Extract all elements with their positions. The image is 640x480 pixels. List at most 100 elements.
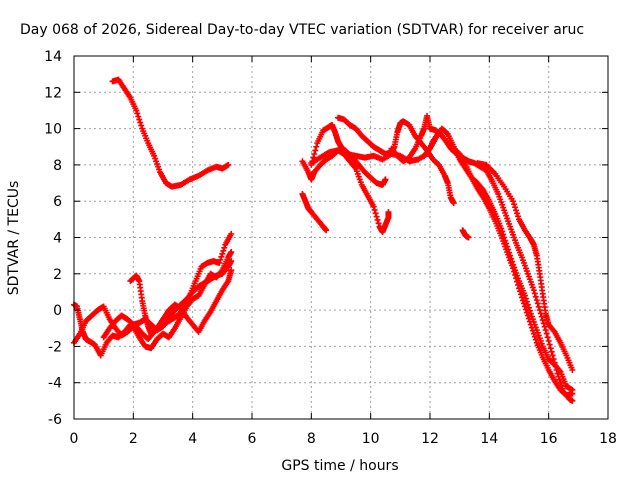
data-point (138, 122, 145, 129)
data-point (532, 293, 539, 300)
y-tick-label: -4 (48, 376, 62, 392)
series-track-2 (71, 230, 235, 359)
data-point (135, 113, 142, 120)
series-track-1 (109, 76, 232, 190)
x-tick-label: 4 (188, 431, 197, 447)
series-track-5 (100, 258, 235, 341)
data-point (498, 225, 505, 232)
data-point (505, 246, 512, 253)
data-point (569, 397, 576, 404)
chart-title: Day 068 of 2026, Sidereal Day-to-day VTE… (20, 22, 584, 38)
x-tick-label: 16 (540, 431, 558, 447)
data-point (372, 210, 379, 217)
y-tick-label: 12 (44, 85, 62, 101)
data-point (547, 345, 554, 352)
series-track-12 (421, 125, 576, 393)
data-point (525, 304, 532, 311)
data-point (539, 317, 546, 324)
data-point (313, 143, 320, 150)
series-track-9 (335, 114, 457, 207)
data-point (526, 307, 533, 314)
data-point (137, 119, 144, 126)
data-point (541, 323, 548, 330)
y-tick-label: 8 (53, 158, 62, 174)
y-tick-label: -6 (48, 412, 62, 428)
data-point (228, 249, 235, 256)
x-tick-label: 18 (599, 431, 617, 447)
data-point (544, 334, 551, 341)
data-point (506, 249, 513, 256)
x-tick-label: 0 (70, 431, 79, 447)
data-point (514, 210, 521, 217)
data-point (502, 237, 509, 244)
data-point (134, 110, 141, 117)
data-point (569, 386, 576, 393)
data-point (375, 220, 382, 227)
data-point (374, 216, 381, 223)
series-track-13 (459, 160, 576, 373)
data-point (513, 207, 520, 214)
data-point (218, 253, 225, 260)
data-point (536, 307, 543, 314)
data-point (521, 292, 528, 299)
data-point (522, 295, 529, 302)
x-tick-label: 2 (129, 431, 138, 447)
data-point (524, 301, 531, 308)
data-point (217, 256, 224, 263)
data-point (133, 107, 140, 114)
data-point (500, 231, 507, 238)
x-tick-label: 6 (248, 431, 257, 447)
data-point (512, 204, 519, 211)
data-point (499, 228, 506, 235)
data-point (220, 247, 227, 254)
x-tick-label: 14 (480, 431, 498, 447)
x-tick-label: 12 (421, 431, 439, 447)
data-point (221, 244, 228, 251)
data-point (385, 209, 392, 216)
y-tick-label: 6 (53, 194, 62, 210)
data-point (503, 240, 510, 247)
data-point (371, 206, 378, 213)
y-tick-label: 4 (53, 231, 62, 247)
data-point (450, 200, 457, 207)
y-axis-label: SDTVAR / TECUs (6, 181, 22, 296)
data-point (533, 297, 540, 304)
y-tick-label: -2 (48, 339, 62, 355)
data-point (548, 348, 555, 355)
data-point (323, 227, 330, 234)
data-point (532, 336, 539, 343)
data-point (569, 366, 576, 373)
data-point (311, 151, 318, 158)
ticks: 0 2 4 6 8 10 12 14 16 18 -6 -4 -2 0 2 4 6 8 10 12 14 (44, 49, 617, 447)
grid (74, 56, 608, 419)
data-point (228, 258, 235, 265)
data-point (504, 243, 511, 250)
data-point (370, 203, 377, 210)
data-point (136, 116, 143, 123)
x-tick-label: 8 (307, 431, 316, 447)
y-tick-label: 14 (44, 49, 62, 65)
data-point (542, 327, 549, 334)
data-point (443, 130, 450, 137)
data-point (531, 333, 538, 340)
data-point (546, 341, 553, 348)
data-point (216, 259, 223, 266)
data-point (312, 147, 319, 154)
data-point (228, 230, 235, 237)
data-point (530, 330, 537, 337)
data-point (543, 330, 550, 337)
series-track-3 (71, 249, 235, 352)
data-point (530, 287, 537, 294)
data-point (511, 201, 518, 208)
data-point (225, 161, 232, 168)
series-track-6 (299, 190, 330, 234)
data-point (373, 213, 380, 220)
data-point (534, 300, 541, 307)
y-tick-label: 2 (53, 267, 62, 283)
x-tick-label: 10 (362, 431, 380, 447)
data-point (535, 303, 542, 310)
data-points (71, 76, 576, 404)
data-point (501, 234, 508, 241)
data-point (509, 258, 516, 265)
